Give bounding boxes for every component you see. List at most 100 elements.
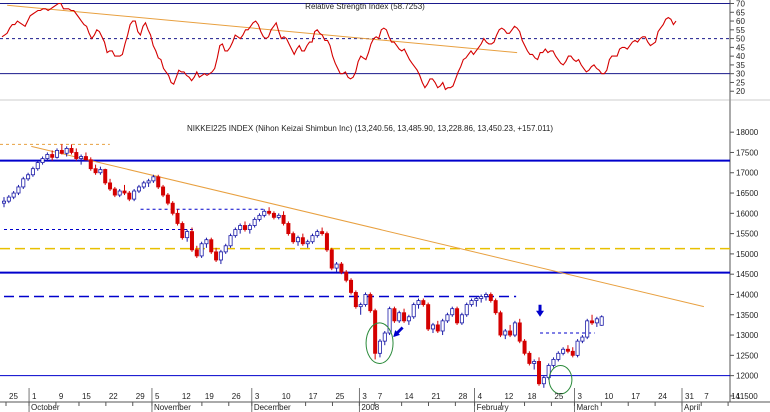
x-tick-label: 7	[704, 392, 709, 401]
candle-body	[11, 192, 16, 198]
candle-body	[45, 154, 50, 159]
month-label: April	[684, 403, 700, 412]
candle-body	[204, 239, 209, 245]
x-tick-label: 24	[658, 392, 667, 401]
candle-body	[450, 308, 455, 316]
candle-body	[136, 186, 141, 192]
candle-body	[488, 294, 493, 301]
candle-body	[498, 312, 503, 336]
candle-body	[233, 229, 238, 237]
candle-body	[411, 304, 416, 318]
price-y-tick-label: 13500	[736, 311, 759, 320]
rsi-y-tick-label: 25	[736, 78, 745, 87]
candle-body	[315, 231, 320, 237]
candle-body	[474, 298, 479, 301]
candle-body	[59, 150, 64, 154]
candle-body	[541, 377, 546, 385]
candle-body	[594, 318, 599, 324]
rsi-title: Relative Strength Index (58.7253)	[305, 2, 425, 11]
candle-body	[132, 190, 137, 200]
candle-body	[585, 320, 590, 338]
candle-body	[223, 245, 228, 253]
x-tick-label: 19	[205, 392, 214, 401]
candle-body	[64, 148, 69, 154]
x-tick-label: 5	[155, 392, 160, 401]
candle-body	[69, 148, 74, 153]
candle-body	[349, 279, 354, 293]
candle-body	[218, 251, 223, 261]
price-trendline-0	[31, 145, 705, 308]
candle-body	[79, 156, 84, 159]
candle-body	[175, 212, 180, 224]
x-tick-label: 21	[432, 392, 441, 401]
x-tick-label: 12	[182, 392, 191, 401]
candle-body	[88, 159, 93, 170]
x-tick-label: 31	[685, 392, 694, 401]
candle-body	[93, 168, 98, 174]
month-label: October	[31, 403, 60, 412]
candle-body	[561, 348, 566, 354]
highlight-ellipse-0	[365, 322, 394, 364]
candle-body	[267, 210, 272, 214]
candle-body	[435, 324, 440, 332]
price-y-tick-label: 11500	[736, 392, 758, 401]
x-tick-label: 28	[458, 392, 467, 401]
candle-body	[546, 365, 551, 379]
x-tick-label: 14	[405, 392, 414, 401]
candle-body	[575, 340, 580, 356]
rsi-panel	[0, 0, 730, 100]
price-y-tick-label: 17000	[736, 169, 759, 178]
rsi-y-tick-label: 40	[736, 52, 745, 61]
candle-body	[26, 174, 31, 180]
rsi-y-tick-label: 45	[736, 43, 745, 52]
x-tick-label: 4	[478, 392, 483, 401]
candle-body	[363, 294, 368, 306]
candle-body	[35, 162, 40, 170]
price-panel	[0, 120, 730, 402]
candle-body	[397, 312, 402, 322]
annotation-arrow-0	[393, 326, 404, 338]
candle-body	[112, 188, 117, 196]
price-y-tick-label: 18000	[736, 128, 759, 137]
candle-body	[55, 150, 60, 158]
candle-body	[40, 158, 45, 164]
candle-body	[334, 263, 339, 269]
candle-body	[151, 176, 156, 182]
candle-body	[416, 300, 421, 306]
candle-body	[368, 294, 373, 312]
candle-body	[156, 176, 161, 188]
price-y-tick-label: 12000	[736, 372, 759, 381]
candle-body	[296, 237, 301, 243]
candle-body	[228, 235, 233, 247]
candle-body	[373, 310, 378, 354]
candle-body	[291, 233, 296, 243]
x-tick-label: 14	[731, 392, 740, 401]
candle-body	[377, 340, 382, 354]
price-y-tick-label: 15000	[736, 250, 759, 259]
x-tick-label: 25	[335, 392, 344, 401]
candle-body	[310, 235, 315, 243]
price-title: NIKKEI225 INDEX (Nihon Keizai Shimbun In…	[187, 124, 553, 133]
candle-body	[527, 352, 532, 364]
candle-body	[440, 320, 445, 332]
candle-body	[512, 322, 517, 336]
x-tick-label: 3	[255, 392, 260, 401]
month-label: 2008	[361, 403, 379, 412]
candle-body	[459, 314, 464, 324]
candle-body	[402, 312, 407, 322]
candle-body	[117, 190, 122, 196]
candle-body	[532, 361, 537, 364]
rsi-y-tick-label: 55	[736, 26, 745, 35]
candle-body	[6, 196, 11, 202]
candle-body	[103, 169, 108, 184]
x-tick-label: 18	[528, 392, 537, 401]
price-y-tick-label: 14000	[736, 290, 759, 299]
rsi-y-tick-label: 65	[736, 8, 745, 17]
candle-body	[426, 304, 431, 330]
candle-body	[262, 210, 267, 216]
candle-body	[276, 214, 281, 218]
candle-body	[209, 239, 214, 253]
rsi-y-tick-label: 30	[736, 70, 745, 79]
x-tick-label: 17	[631, 392, 640, 401]
candle-body	[271, 212, 276, 218]
